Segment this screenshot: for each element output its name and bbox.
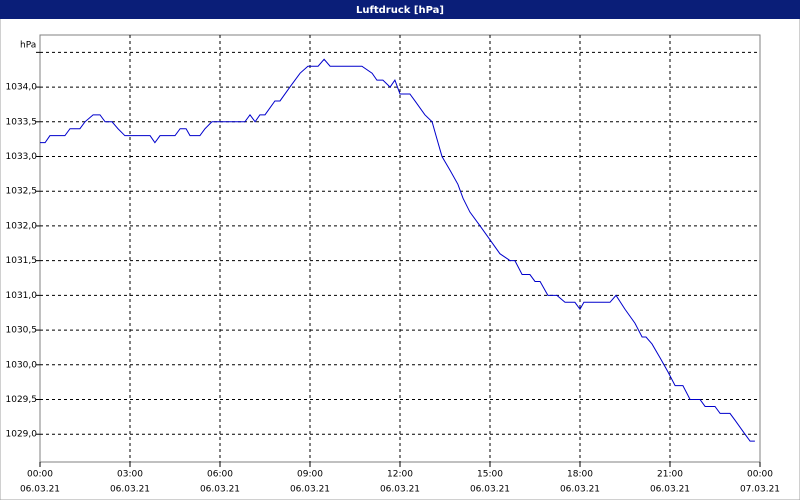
y-axis-label: hPa — [20, 41, 36, 51]
x-tick-date: 06.03.21 — [110, 485, 150, 495]
x-tick-label: 21:00 — [657, 470, 683, 480]
x-tick-label: 03:00 — [117, 470, 143, 480]
y-tick-label: 1031,0 — [6, 291, 38, 301]
y-tick-label: 1033,0 — [6, 152, 38, 162]
y-tick-label: 1032,0 — [6, 221, 38, 231]
x-tick-label: 09:00 — [297, 470, 323, 480]
x-tick-label: 00:00 — [747, 470, 773, 480]
y-tick-label: 1033,5 — [6, 117, 38, 127]
x-tick-label: 15:00 — [477, 470, 503, 480]
y-tick-label: 1029,0 — [6, 430, 38, 440]
x-tick-label: 06:00 — [207, 470, 233, 480]
y-tick-label: 1030,0 — [6, 360, 38, 370]
x-tick-date: 06.03.21 — [470, 485, 510, 495]
y-tick-label: 1029,5 — [6, 395, 38, 405]
x-tick-date: 06.03.21 — [20, 485, 60, 495]
x-tick-label: 12:00 — [387, 470, 413, 480]
x-tick-label: 00:00 — [27, 470, 53, 480]
x-tick-date: 06.03.21 — [560, 485, 600, 495]
x-tick-date: 07.03.21 — [740, 485, 780, 495]
x-tick-date: 06.03.21 — [650, 485, 690, 495]
y-tick-label: 1031,5 — [6, 256, 38, 266]
x-tick-date: 06.03.21 — [200, 485, 240, 495]
x-tick-date: 06.03.21 — [380, 485, 420, 495]
line-series — [40, 58, 755, 442]
y-tick-label: 1034,0 — [6, 83, 38, 93]
x-tick-date: 06.03.21 — [290, 485, 330, 495]
title-bar — [0, 0, 800, 19]
x-tick-label: 18:00 — [567, 470, 593, 480]
y-tick-label: 1032,5 — [6, 187, 38, 197]
chart-title: Luftdruck [hPa] — [356, 5, 444, 16]
y-tick-label: 1030,5 — [6, 326, 38, 336]
